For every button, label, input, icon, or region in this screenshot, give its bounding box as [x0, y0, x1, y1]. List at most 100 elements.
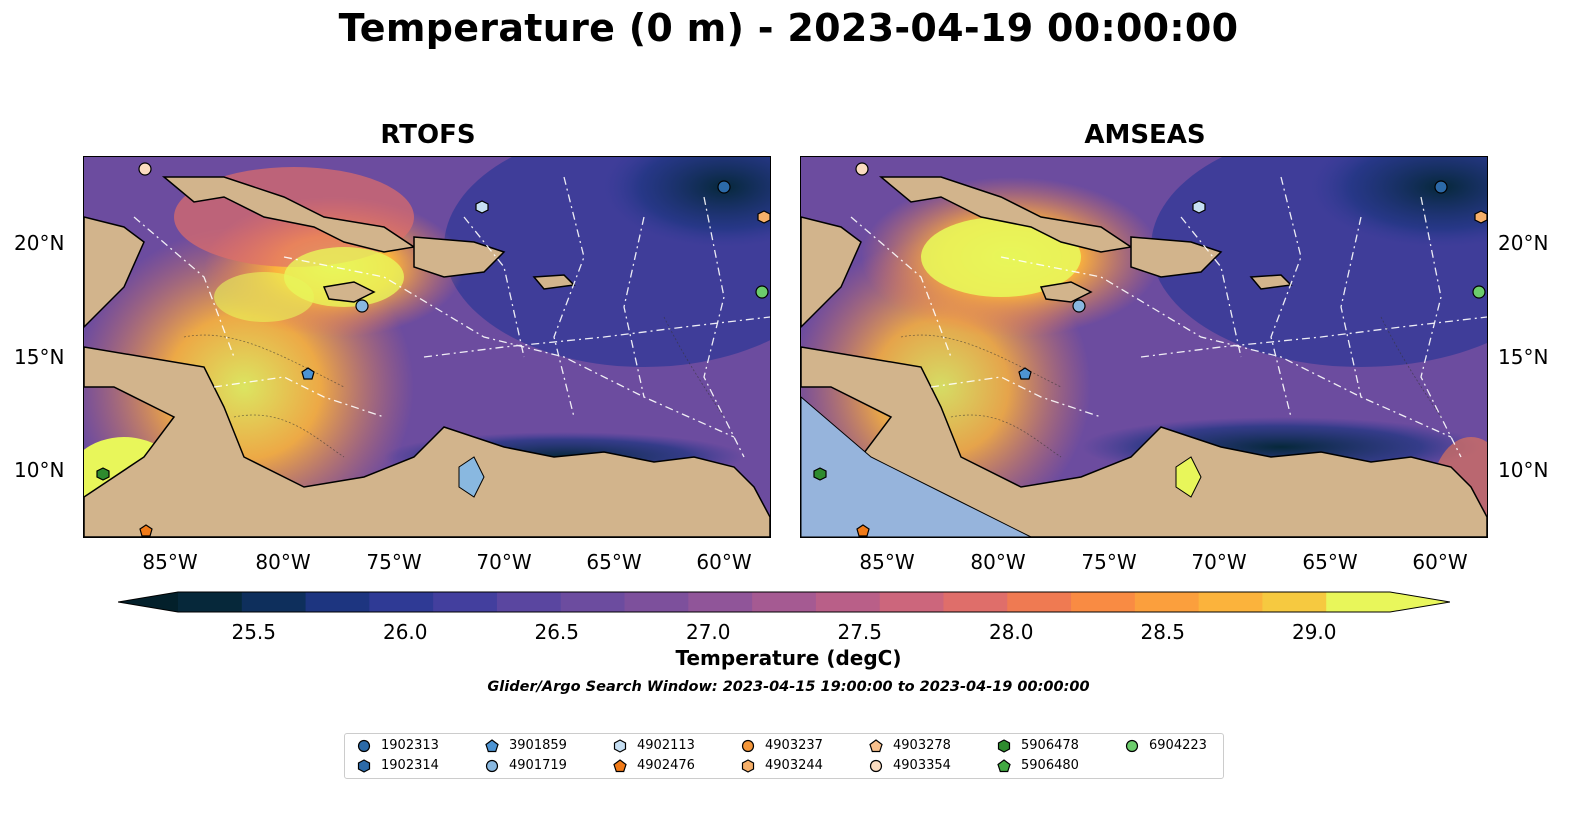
marker-4902113 — [475, 200, 489, 214]
figure-title: Temperature (0 m) - 2023-04-19 00:00:00 — [338, 6, 1239, 50]
marker-3901859 — [1018, 367, 1032, 380]
legend-item: 4903244 — [741, 758, 823, 773]
lon-tick-label: 60°W — [1412, 550, 1468, 574]
pentagon-marker-icon — [485, 738, 499, 752]
marker-4901719 — [355, 299, 369, 313]
legend-item: 1902314 — [357, 758, 439, 773]
lat-tick-label: 20°N — [14, 231, 65, 255]
legend-item: 4903278 — [869, 738, 951, 753]
colorbar-segment — [433, 592, 498, 612]
legend-label: 4903244 — [765, 758, 823, 773]
colorbar-segment — [624, 592, 689, 612]
circle-marker-icon — [869, 759, 883, 772]
colorbar-tick-label: 29.0 — [1291, 620, 1337, 644]
lon-tick-label: 70°W — [476, 550, 532, 574]
legend-label: 5906480 — [1021, 758, 1079, 773]
colorbar-segment — [1326, 592, 1391, 612]
lon-tick-label: 75°W — [1081, 550, 1137, 574]
lon-tick-label: 70°W — [1191, 550, 1247, 574]
colorbar-segment — [815, 592, 881, 612]
colorbar-under-arrow — [118, 592, 178, 612]
colorbar-segment — [1134, 592, 1200, 612]
legend-item: 4903354 — [869, 758, 951, 773]
colorbar-segment — [1198, 592, 1263, 612]
colorbar-segment — [943, 592, 1008, 612]
legend-label: 1902313 — [381, 738, 439, 753]
pentagon-marker-icon — [869, 738, 883, 752]
marker-3901859 — [301, 367, 315, 380]
lon-tick-label: 80°W — [970, 550, 1026, 574]
legend-item: 6904223 — [1125, 738, 1207, 753]
legend-label: 4901719 — [509, 758, 567, 773]
marker-4902476 — [139, 524, 153, 537]
colorbar-tick-label: 28.5 — [1140, 620, 1186, 644]
legend-item: 3901859 — [485, 738, 567, 753]
map-rtofs — [83, 156, 771, 538]
legend-item: 4902113 — [613, 738, 695, 753]
colorbar-tick-label: 25.5 — [231, 620, 277, 644]
search-window-subtitle: Glider/Argo Search Window: 2023-04-15 19… — [487, 679, 1090, 695]
lon-tick-label: 65°W — [1302, 550, 1358, 574]
circle-marker-icon — [741, 739, 755, 752]
colorbar-segment — [1007, 592, 1072, 612]
colorbar-over-arrow — [1390, 592, 1450, 612]
circle-marker-icon — [357, 739, 371, 752]
colorbar-segment — [879, 592, 944, 612]
land — [84, 176, 770, 537]
pentagon-marker-icon — [613, 758, 627, 772]
lat-tick-label: 10°N — [14, 458, 65, 482]
colorbar-tick-label: 28.0 — [988, 620, 1034, 644]
lon-tick-label: 80°W — [255, 550, 311, 574]
colorbar-segment — [369, 592, 434, 612]
lat-tick-label: 20°N — [1498, 231, 1549, 255]
marker-4903244 — [1474, 210, 1487, 224]
legend-label: 4903278 — [893, 738, 951, 753]
marker-5906478 — [96, 467, 110, 481]
lat-tick-label: 10°N — [1498, 458, 1549, 482]
colorbar-segment — [1262, 592, 1327, 612]
lat-tick-label: 15°N — [14, 345, 65, 369]
pacific-outside-domain — [801, 396, 1032, 537]
legend-label: 1902314 — [381, 758, 439, 773]
marker-4903354 — [138, 162, 152, 176]
lon-tick-label: 75°W — [366, 550, 422, 574]
legend-item: 4901719 — [485, 758, 567, 773]
bathymetry-contours — [900, 316, 1442, 458]
colorbar-segment — [752, 592, 817, 612]
marker-6904223 — [1472, 285, 1486, 299]
legend-item: 4903237 — [741, 738, 823, 753]
marker-5906478 — [813, 467, 827, 481]
marker-4902113 — [1192, 200, 1206, 214]
legend-label: 4903354 — [893, 758, 951, 773]
legend-label: 5906478 — [1021, 738, 1079, 753]
panel-title-amseas: AMSEAS — [1084, 120, 1206, 150]
legend-label: 4903237 — [765, 738, 823, 753]
colorbar-segment — [305, 592, 370, 612]
legend-item: 1902313 — [357, 738, 439, 753]
legend-label: 3901859 — [509, 738, 567, 753]
lat-tick-label: 15°N — [1498, 345, 1549, 369]
marker-1902313 — [1434, 180, 1448, 194]
legend: 1902313 1902314 3901859 4901719 4902113 49024… — [344, 733, 1224, 779]
hexagon-marker-icon — [997, 738, 1011, 753]
legend-item: 5906480 — [997, 758, 1079, 773]
colorbar-tick-label: 27.5 — [837, 620, 883, 644]
legend-label: 4902113 — [637, 738, 695, 753]
hexagon-marker-icon — [357, 758, 371, 773]
marker-4903354 — [855, 162, 869, 176]
hexagon-marker-icon — [741, 758, 755, 773]
colorbar-segment — [241, 592, 307, 612]
colorbar-segment — [1071, 592, 1136, 612]
colorbar-tick-label: 27.0 — [685, 620, 731, 644]
colorbar-segment — [688, 592, 753, 612]
lon-tick-label: 65°W — [586, 550, 642, 574]
colorbar-tick-label: 26.5 — [534, 620, 580, 644]
map-amseas — [800, 156, 1488, 538]
legend-item: 4902476 — [613, 758, 695, 773]
panel-title-rtofs: RTOFS — [380, 120, 476, 150]
colorbar-tick-label: 26.0 — [382, 620, 428, 644]
colorbar-segment — [560, 592, 626, 612]
legend-label: 4902476 — [637, 758, 695, 773]
lon-tick-label: 85°W — [142, 550, 198, 574]
marker-4902476 — [856, 524, 870, 537]
